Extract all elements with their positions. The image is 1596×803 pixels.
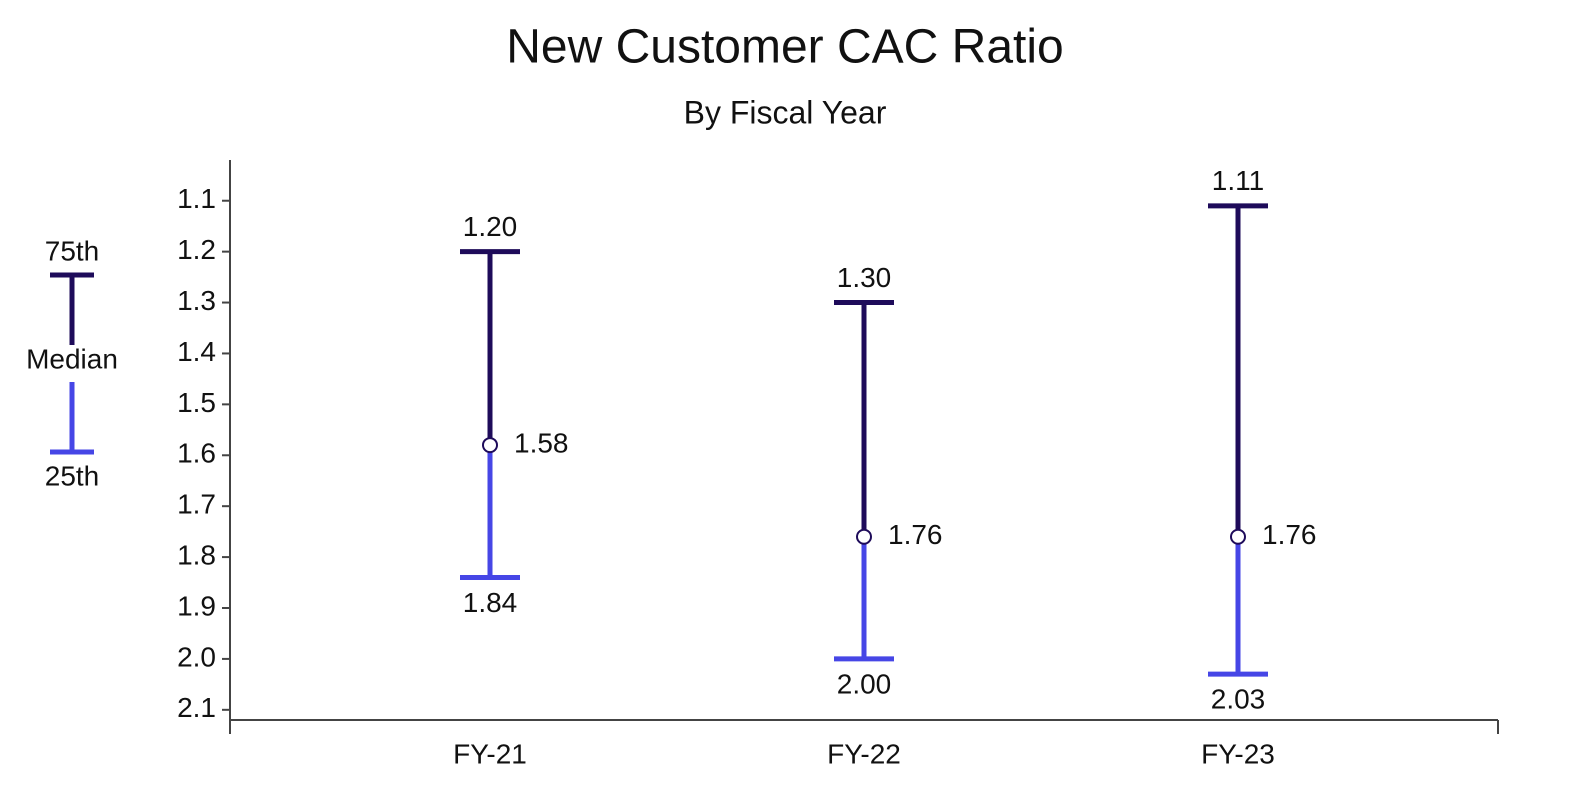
chart-subtitle: By Fiscal Year xyxy=(684,94,887,130)
p75-label: 1.30 xyxy=(837,262,892,293)
x-tick-label: FY-23 xyxy=(1201,738,1275,769)
x-tick-label: FY-21 xyxy=(453,738,527,769)
chart-title: New Customer CAC Ratio xyxy=(506,21,1063,74)
y-tick-label: 2.0 xyxy=(177,641,216,672)
x-tick-label: FY-22 xyxy=(827,738,901,769)
median-point xyxy=(1230,528,1246,545)
y-tick-label: 1.7 xyxy=(177,489,216,520)
median-point xyxy=(482,437,498,454)
p75-label: 1.20 xyxy=(463,211,518,242)
median-point xyxy=(856,528,872,545)
median-label: 1.76 xyxy=(888,519,943,550)
median-label: 1.58 xyxy=(514,427,569,458)
y-tick-label: 1.3 xyxy=(177,285,216,316)
y-tick-label: 1.9 xyxy=(177,590,216,621)
legend-label: Median xyxy=(26,343,118,374)
y-tick-label: 2.1 xyxy=(177,692,216,723)
median-label: 1.76 xyxy=(1262,519,1317,550)
p75-label: 1.11 xyxy=(1212,165,1264,196)
y-tick-label: 1.5 xyxy=(177,387,216,418)
p25-label: 2.00 xyxy=(837,668,892,699)
legend-label: 75th xyxy=(45,235,100,266)
legend-label: 25th xyxy=(45,460,100,491)
y-tick-label: 1.6 xyxy=(177,438,216,469)
y-tick-label: 1.1 xyxy=(177,183,216,214)
p25-label: 1.84 xyxy=(463,587,518,618)
y-tick-label: 1.4 xyxy=(177,336,216,367)
y-tick-label: 1.2 xyxy=(177,234,216,265)
y-tick-label: 1.8 xyxy=(177,539,216,570)
p25-label: 2.03 xyxy=(1211,684,1266,715)
